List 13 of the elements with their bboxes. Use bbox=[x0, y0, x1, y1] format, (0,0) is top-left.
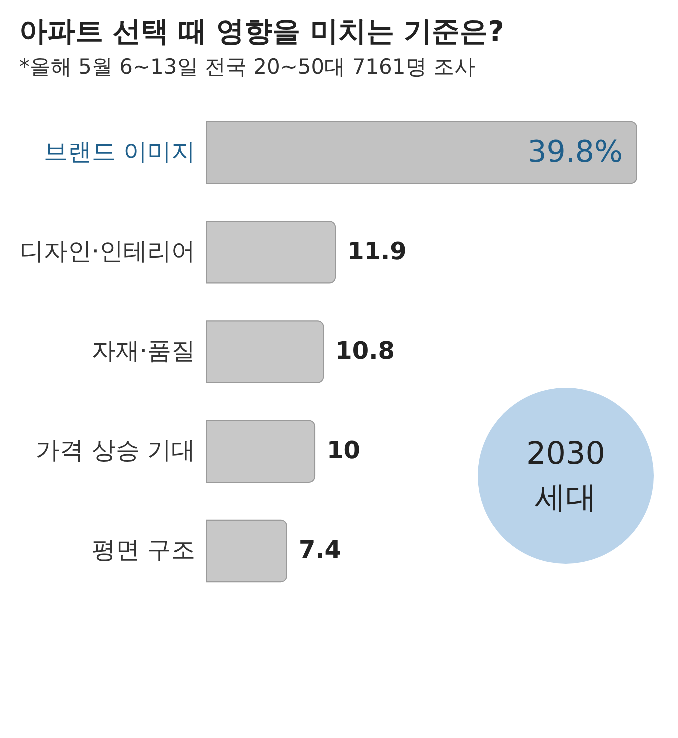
y-tick-label: 가격 상승 기대 bbox=[36, 436, 196, 465]
chart-title: 아파트 선택 때 영향을 미치는 기준은? bbox=[19, 15, 504, 48]
data-label: 7.4 bbox=[298, 536, 342, 564]
annotation: 2030 세대 bbox=[526, 435, 606, 518]
y-tick-label: 평면 구조 bbox=[92, 536, 196, 564]
data-label: 10.8 bbox=[336, 337, 395, 365]
data-label: 11.9 bbox=[348, 237, 407, 266]
y-tick-label: 자재·품질 bbox=[92, 337, 196, 365]
data-label: 10 bbox=[327, 436, 360, 465]
data-label: 39.8% bbox=[528, 134, 623, 170]
y-tick-label: 디자인·인테리어 bbox=[20, 237, 196, 266]
chart-subtitle: *올해 5월 6~13일 전국 20~50대 7161명 조사 bbox=[19, 55, 476, 79]
y-tick-label: 브랜드 이미지 bbox=[44, 138, 196, 166]
